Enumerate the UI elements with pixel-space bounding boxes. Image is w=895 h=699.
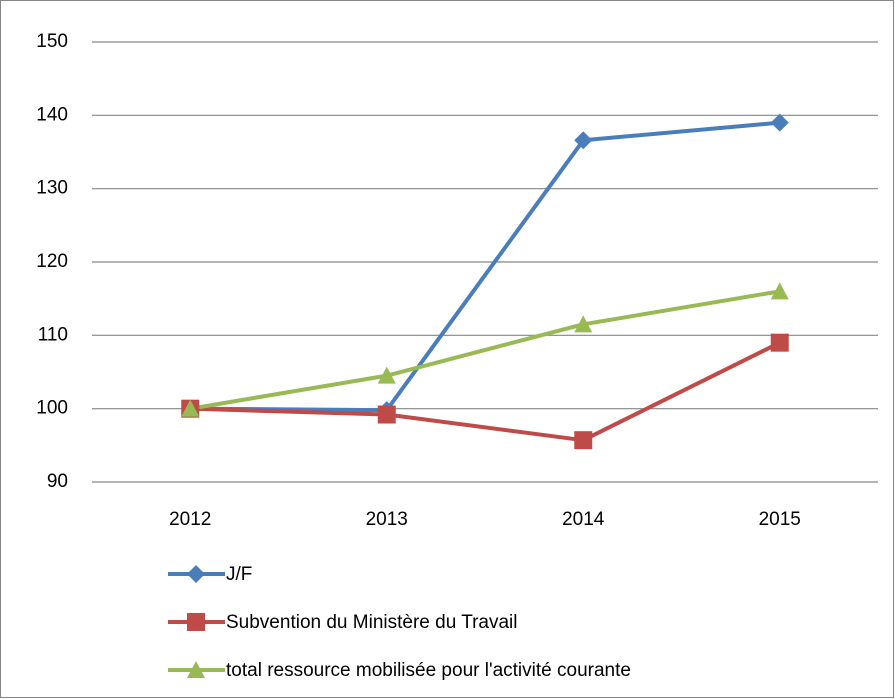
y-tick-label: 90 xyxy=(47,471,68,492)
marker xyxy=(187,661,205,678)
marker xyxy=(377,366,396,384)
x-tick-label: 2015 xyxy=(759,509,801,530)
marker xyxy=(770,113,789,132)
y-tick-label: 130 xyxy=(36,178,68,199)
y-tick-label: 150 xyxy=(36,31,68,52)
legend-label: J/F xyxy=(226,564,252,585)
y-tick-label: 110 xyxy=(38,324,68,345)
x-tick-label: 2014 xyxy=(562,509,605,530)
marker xyxy=(574,315,593,333)
marker xyxy=(377,405,396,424)
marker xyxy=(181,399,200,417)
marker xyxy=(770,333,789,352)
series-line xyxy=(190,120,780,413)
legend-label: Subvention du Ministère du Travail xyxy=(226,612,518,633)
series-line xyxy=(189,289,781,411)
y-tick-label: 140 xyxy=(36,104,68,125)
x-tick-label: 2012 xyxy=(169,509,211,530)
marker xyxy=(574,131,593,150)
marker xyxy=(187,565,205,583)
legend-label: total ressource mobilisée pour l'activit… xyxy=(226,660,631,681)
series-line xyxy=(190,340,781,443)
marker xyxy=(770,282,789,300)
x-tick-label: 2013 xyxy=(366,509,408,530)
y-tick-label: 120 xyxy=(36,251,68,272)
marker xyxy=(187,613,205,631)
y-tick-label: 100 xyxy=(36,398,68,419)
marker xyxy=(574,431,593,450)
